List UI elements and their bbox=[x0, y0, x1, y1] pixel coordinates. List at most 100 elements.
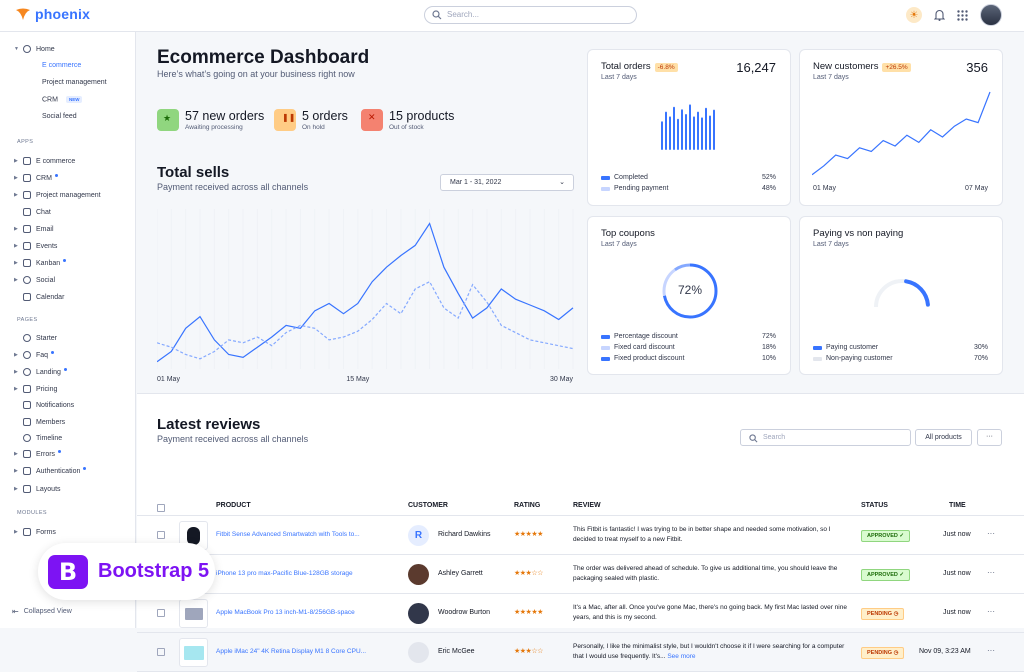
sidebar-sub-crm[interactable]: CRM NEW bbox=[42, 96, 83, 103]
sidebar-item-email[interactable]: ▶ Email bbox=[14, 225, 54, 233]
row-checkbox[interactable] bbox=[157, 531, 165, 539]
column-header-rating[interactable]: RATING bbox=[514, 502, 541, 509]
stat-label: Out of stock bbox=[389, 124, 424, 131]
date-range-select[interactable]: Mar 1 - 31, 2022 ⌄ bbox=[440, 174, 574, 191]
product-link[interactable]: Apple iMac 24" 4K Retina Display M1 8 Co… bbox=[216, 648, 367, 655]
card-value: 356 bbox=[966, 60, 988, 75]
see-more-link[interactable]: See more bbox=[667, 652, 696, 660]
row-checkbox[interactable] bbox=[157, 648, 165, 656]
legend-label: Percentage discount bbox=[614, 333, 678, 340]
row-checkbox[interactable] bbox=[157, 609, 165, 617]
sidebar-item-errors[interactable]: ▶ Errors bbox=[14, 448, 62, 460]
column-header-status[interactable]: STATUS bbox=[861, 502, 888, 509]
row-more-button[interactable]: ··· bbox=[987, 646, 995, 655]
mail-icon bbox=[23, 225, 31, 233]
donut-center-label: 72% bbox=[677, 283, 703, 297]
sidebar-sub-social-feed[interactable]: Social feed bbox=[42, 113, 77, 120]
bar bbox=[681, 109, 683, 150]
customer-avatar: R bbox=[408, 525, 429, 546]
column-header-time[interactable]: TIME bbox=[949, 502, 966, 509]
product-link[interactable]: iPhone 13 pro max-Pacific Blue-128GB sto… bbox=[216, 570, 353, 577]
sidebar-item-starter[interactable]: Starter bbox=[14, 332, 57, 344]
product-link[interactable]: Apple MacBook Pro 13 inch-M1-8/256GB-spa… bbox=[216, 609, 355, 616]
column-header-review[interactable]: REVIEW bbox=[573, 502, 601, 509]
check-icon: ✓ bbox=[899, 533, 905, 539]
sidebar-item-ecommerce[interactable]: ▶ E commerce bbox=[14, 157, 76, 165]
sidebar-item-timeline[interactable]: Timeline bbox=[14, 432, 62, 444]
sidebar-item-layouts[interactable]: ▶ Layouts bbox=[14, 485, 61, 493]
bell-icon[interactable] bbox=[934, 9, 945, 21]
row-more-button[interactable]: ··· bbox=[987, 568, 995, 577]
column-header-product[interactable]: PRODUCT bbox=[216, 502, 251, 509]
sidebar-item-label: Starter bbox=[36, 334, 58, 342]
x-icon: ✕ bbox=[361, 109, 383, 131]
apps-grid-icon[interactable] bbox=[957, 9, 968, 21]
customer-name[interactable]: Ashley Garrett bbox=[438, 570, 483, 577]
paying-gauge-chart bbox=[874, 279, 930, 308]
stat-out-of-stock: ✕ 15 products Out of stock bbox=[361, 109, 454, 131]
row-more-button[interactable]: ··· bbox=[987, 607, 995, 616]
sidebar-item-notifications[interactable]: Notifications bbox=[14, 399, 74, 411]
sidebar-item-home[interactable]: ▼ Home bbox=[14, 45, 55, 53]
customer-name[interactable]: Richard Dawkins bbox=[438, 531, 491, 538]
sidebar-sub-ecommerce[interactable]: E commerce bbox=[42, 62, 82, 69]
sidebar-item-events[interactable]: ▶ Events bbox=[14, 242, 58, 250]
status-text: PENDING bbox=[867, 650, 893, 656]
reviews-search-input[interactable]: Search bbox=[740, 429, 911, 446]
new-dot bbox=[63, 258, 67, 262]
collapse-label: Collapsed View bbox=[23, 608, 72, 615]
row-more-button[interactable]: ··· bbox=[987, 529, 995, 538]
theme-toggle-icon[interactable]: ☀ bbox=[906, 7, 922, 23]
product-thumbnail[interactable] bbox=[179, 638, 208, 667]
customer-avatar bbox=[408, 603, 429, 624]
customer-name[interactable]: Woodrow Burton bbox=[438, 609, 491, 616]
new-customers-line bbox=[812, 91, 991, 176]
more-options-button[interactable]: ··· bbox=[977, 429, 1002, 446]
bar bbox=[669, 116, 671, 150]
bar bbox=[661, 121, 663, 150]
sidebar-item-crm[interactable]: ▶ CRM bbox=[14, 172, 58, 184]
sidebar-item-authentication[interactable]: ▶ Authentication bbox=[14, 465, 87, 477]
calendar-icon bbox=[23, 293, 31, 301]
file-text-icon bbox=[23, 528, 31, 536]
x-tick-label: 30 May bbox=[550, 376, 573, 383]
sidebar-item-social[interactable]: ▶ Social bbox=[14, 276, 56, 284]
column-header-customer[interactable]: CUSTOMER bbox=[408, 502, 448, 509]
sidebar-item-calendar[interactable]: Calendar bbox=[14, 291, 64, 303]
collapsed-view-button[interactable]: ⇤ Collapsed View bbox=[12, 607, 72, 616]
collapse-arrows-icon: ⇤ bbox=[12, 607, 19, 616]
review-time: Just now bbox=[943, 570, 971, 577]
stat-on-hold: ❚❚ 5 orders On hold bbox=[274, 109, 348, 131]
customer-name[interactable]: Eric McGee bbox=[438, 648, 475, 655]
all-products-button[interactable]: All products bbox=[915, 429, 972, 446]
stat-value: 5 orders bbox=[302, 109, 348, 123]
search-icon bbox=[749, 434, 758, 443]
select-all-checkbox[interactable] bbox=[157, 504, 165, 512]
top-search-input[interactable]: Search... bbox=[424, 6, 637, 24]
legend-swatch bbox=[601, 334, 610, 339]
clock-icon bbox=[23, 434, 31, 442]
legend-label: Non-paying customer bbox=[826, 355, 893, 362]
sidebar-item-pricing[interactable]: ▶ Pricing bbox=[14, 385, 58, 393]
sidebar-item-kanban[interactable]: ▶ Kanban bbox=[14, 257, 67, 269]
app-name: phoenix bbox=[35, 6, 91, 22]
sidebar-item-landing[interactable]: ▶ Landing bbox=[14, 366, 67, 378]
sidebar-item-members[interactable]: Members bbox=[14, 416, 65, 428]
change-badge: -6.8% bbox=[654, 63, 678, 72]
sidebar-item-chat[interactable]: Chat bbox=[14, 206, 51, 218]
sidebar-item-faq[interactable]: ▶ Faq bbox=[14, 349, 55, 361]
trello-icon bbox=[23, 259, 31, 267]
total-sells-title: Total sells bbox=[157, 164, 230, 181]
legend-label: Fixed card discount bbox=[614, 344, 675, 351]
product-link[interactable]: Fitbit Sense Advanced Smartwatch with To… bbox=[216, 531, 360, 538]
sidebar-item-project-management[interactable]: ▶ Project management bbox=[14, 191, 101, 199]
legend-swatch bbox=[601, 356, 610, 361]
product-thumbnail[interactable] bbox=[179, 599, 208, 628]
sidebar-sub-project-management[interactable]: Project management bbox=[42, 79, 107, 86]
app-logo[interactable]: phoenix bbox=[15, 6, 90, 22]
legend-pending-payment: Pending payment 48% bbox=[601, 185, 776, 192]
bootstrap-badge: B Bootstrap 5 bbox=[38, 543, 215, 600]
sidebar-item-forms[interactable]: ▶ Forms bbox=[14, 528, 56, 536]
new-dot bbox=[63, 367, 67, 371]
user-avatar[interactable] bbox=[980, 4, 1002, 26]
